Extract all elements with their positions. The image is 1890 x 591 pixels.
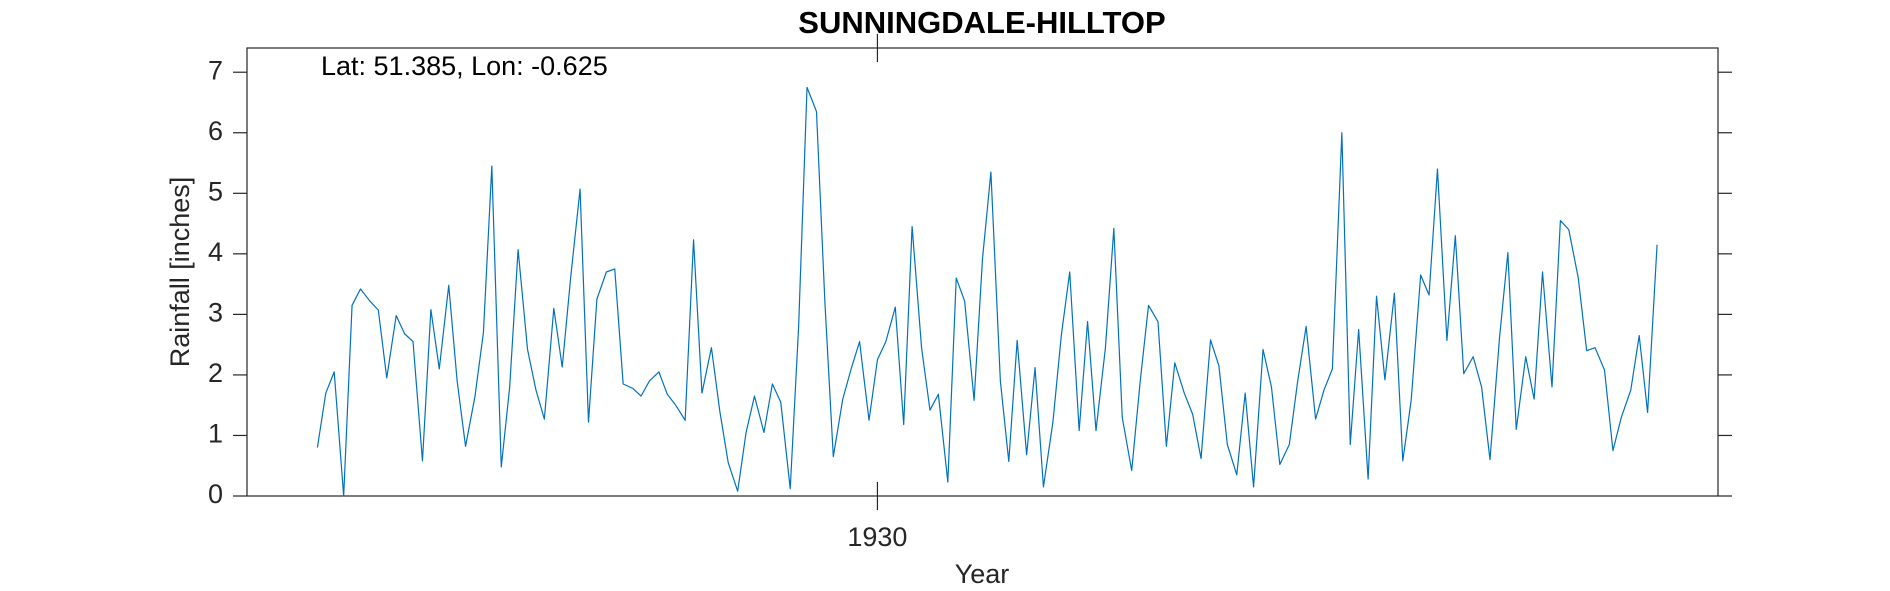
annotation: Lat: 51.385, Lon: -0.625 bbox=[321, 51, 608, 81]
x-tick-label: 1930 bbox=[847, 522, 907, 552]
y-axis-label: Rainfall [inches] bbox=[165, 177, 195, 368]
y-tick-label: 5 bbox=[208, 176, 223, 206]
y-tick-label: 7 bbox=[208, 55, 223, 85]
line-series bbox=[316, 86, 1658, 497]
y-tick-label: 3 bbox=[208, 298, 223, 328]
y-tick-label: 6 bbox=[208, 116, 223, 146]
y-tick-label: 1 bbox=[208, 419, 223, 449]
y-tick-label: 4 bbox=[208, 237, 223, 267]
y-tick-label: 2 bbox=[208, 358, 223, 388]
axes-box bbox=[246, 47, 1719, 497]
x-axis-label: Year bbox=[955, 559, 1010, 589]
chart-title: SUNNINGDALE-HILLTOP bbox=[798, 5, 1165, 40]
y-tick-label: 0 bbox=[208, 479, 223, 509]
